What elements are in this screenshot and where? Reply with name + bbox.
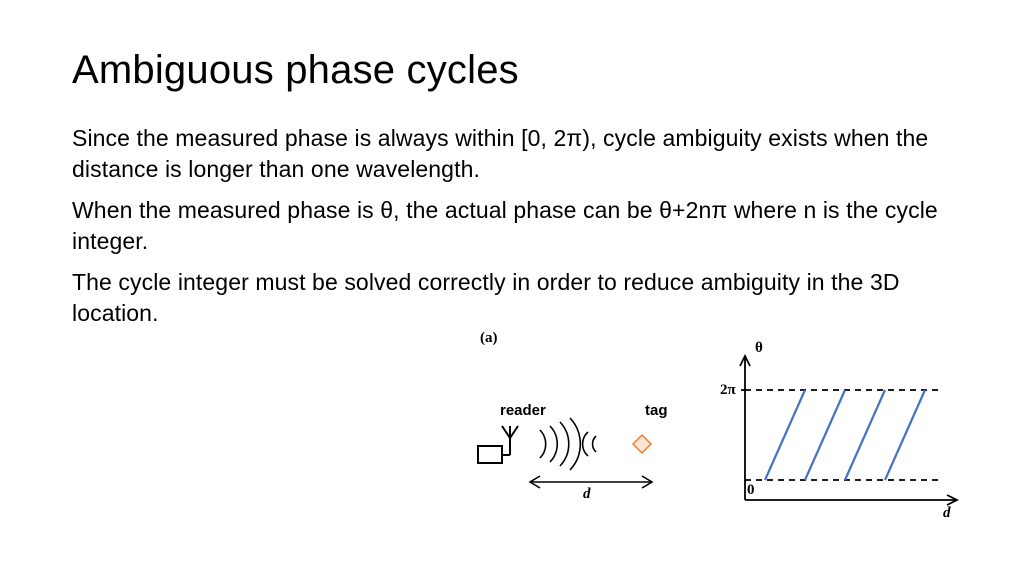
wave-return-1 (583, 432, 588, 456)
body-text: Since the measured phase is always withi… (72, 123, 952, 329)
paragraph-1: Since the measured phase is always withi… (72, 123, 952, 185)
reader-tag-diagram: reader tag d (470, 354, 705, 504)
sawtooth-seg-2 (805, 390, 845, 480)
tag-label: tag (645, 402, 668, 419)
panel-label: (a) (480, 330, 498, 347)
phase-chart: θ 2π 0 d (715, 340, 975, 530)
paragraph-3: The cycle integer must be solved correct… (72, 267, 952, 329)
slide: Ambiguous phase cycles Since the measure… (0, 0, 1024, 369)
y-tick-2pi-label: 2π (720, 382, 736, 399)
distance-label: d (583, 486, 591, 503)
slide-title: Ambiguous phase cycles (72, 48, 952, 93)
wave-arc-4 (570, 418, 580, 470)
wave-return-2 (593, 436, 596, 452)
wave-arc-1 (540, 430, 546, 458)
phase-chart-svg (715, 340, 975, 530)
sawtooth-seg-1 (765, 390, 805, 480)
x-axis-d-label: d (943, 505, 951, 522)
y-tick-zero-label: 0 (747, 482, 755, 499)
reader-label: reader (500, 402, 546, 419)
wave-arc-3 (560, 422, 569, 466)
reader-box-icon (478, 446, 502, 463)
paragraph-2: When the measured phase is θ, the actual… (72, 195, 952, 257)
sawtooth-seg-3 (845, 390, 885, 480)
tag-diamond-icon (633, 435, 651, 453)
wave-arc-2 (550, 426, 557, 462)
y-axis-theta-label: θ (755, 340, 763, 357)
sawtooth-seg-4 (885, 390, 925, 480)
figure: (a) reader tag d θ (470, 330, 980, 540)
